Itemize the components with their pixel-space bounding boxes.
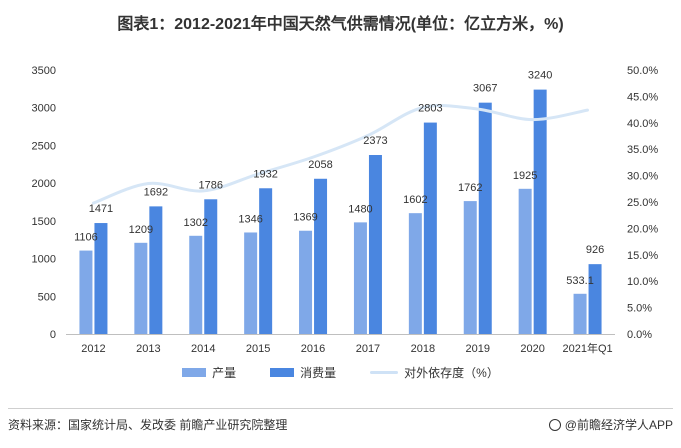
y-left-tick-label: 1500 [32,216,56,228]
bar-production [353,222,367,334]
legend-label-dependence: 对外依存度（%） [404,366,499,380]
data-label-production: 1106 [74,232,98,244]
legend-label-consumption: 消费量 [300,366,337,380]
footer-divider [8,408,673,409]
y-left-tick-label: 3500 [32,65,56,77]
y-left-tick-label: 2500 [32,140,56,152]
bar-production [463,201,477,334]
x-tick-label: 2013 [136,343,160,355]
x-tick-label: 2018 [411,343,435,355]
bar-production [134,242,148,334]
data-label-consumption: 926 [586,244,604,256]
data-label-consumption: 1786 [199,179,223,191]
y-right-tick-label: 25.0% [627,197,658,209]
legend-swatch-consumption [270,368,295,377]
bar-consumption [588,264,602,334]
y-right-tick-label: 45.0% [627,91,658,103]
y-right-tick-label: 15.0% [627,250,658,262]
bar-consumption [533,89,547,335]
data-label-production: 1602 [403,194,427,206]
legend-item-production: 产量 [182,364,236,381]
data-label-production: 1480 [348,203,372,215]
y-left-tick-label: 1000 [32,254,56,266]
x-tick-label: 2019 [466,343,490,355]
chart-legend: 产量 消费量 对外依存度（%） [0,364,681,381]
bar-consumption [314,178,328,334]
y-right-tick-label: 10.0% [627,276,658,288]
bar-consumption [94,223,108,334]
y-right-tick-label: 20.0% [627,223,658,235]
data-label-consumption: 3067 [473,83,497,95]
data-label-consumption: 1692 [144,186,168,198]
x-tick-label: 2015 [246,343,270,355]
brand: @前瞻经济学人APP [548,416,673,433]
source-note: 资料来源：国家统计局、发改委 前瞻产业研究院整理 [8,418,288,432]
data-label-consumption: 3240 [528,70,552,82]
x-tick-label: 2016 [301,343,325,355]
data-label-production: 1762 [458,182,482,194]
y-right-tick-label: 35.0% [627,144,658,156]
bar-production [189,235,203,334]
bar-consumption [368,155,382,334]
chart-title: 图表1：2012-2021年中国天然气供需情况(单位：亿立方米，%) [117,16,564,33]
data-label-production: 1302 [184,217,208,229]
bar-consumption [423,122,437,334]
brand-label: @前瞻经济学人APP [564,418,673,432]
data-label-production: 1369 [293,212,317,224]
y-left-tick-label: 0 [50,329,56,341]
data-label-production: 1346 [238,213,262,225]
data-label-consumption: 2058 [308,159,332,171]
brand-logo-icon [548,418,561,431]
data-label-production: 1925 [513,170,537,182]
bar-consumption [149,206,163,334]
x-tick-label: 2020 [520,343,544,355]
bar-consumption [259,188,273,334]
bar-consumption [204,199,218,334]
legend-swatch-dependence [370,371,399,374]
data-label-consumption: 2803 [418,103,442,115]
data-label-consumption: 1471 [89,203,113,215]
y-right-tick-label: 0.0% [627,329,652,341]
x-tick-label: 2017 [356,343,380,355]
bar-production [299,230,313,334]
data-label-production: 533.1 [566,275,594,287]
legend-label-production: 产量 [212,366,237,380]
bar-consumption [478,102,492,334]
x-tick-label: 2012 [81,343,105,355]
data-label-consumption: 2373 [363,135,387,147]
bar-production [244,232,258,334]
y-left-tick-label: 2000 [32,178,56,190]
x-tick-label: 2021年Q1 [562,341,612,355]
x-tick-label: 2014 [191,343,215,355]
y-right-tick-label: 50.0% [627,65,658,77]
data-label-production: 1209 [129,224,153,236]
y-right-tick-label: 5.0% [627,303,652,315]
data-label-consumption: 1932 [253,168,277,180]
y-right-tick-label: 40.0% [627,118,658,130]
y-left-tick-label: 3000 [32,103,56,115]
footer: 资料来源：国家统计局、发改委 前瞻产业研究院整理 @前瞻经济学人APP [8,416,673,433]
bar-production [573,293,587,334]
line-dependence [91,104,590,205]
bar-production [518,188,532,334]
legend-item-consumption: 消费量 [270,364,336,381]
y-left-tick-label: 500 [38,291,56,303]
y-right-tick-label: 30.0% [627,171,658,183]
legend-item-dependence: 对外依存度（%） [370,364,499,381]
legend-swatch-production [182,368,207,377]
bar-production [408,213,422,334]
bar-production [79,250,93,334]
